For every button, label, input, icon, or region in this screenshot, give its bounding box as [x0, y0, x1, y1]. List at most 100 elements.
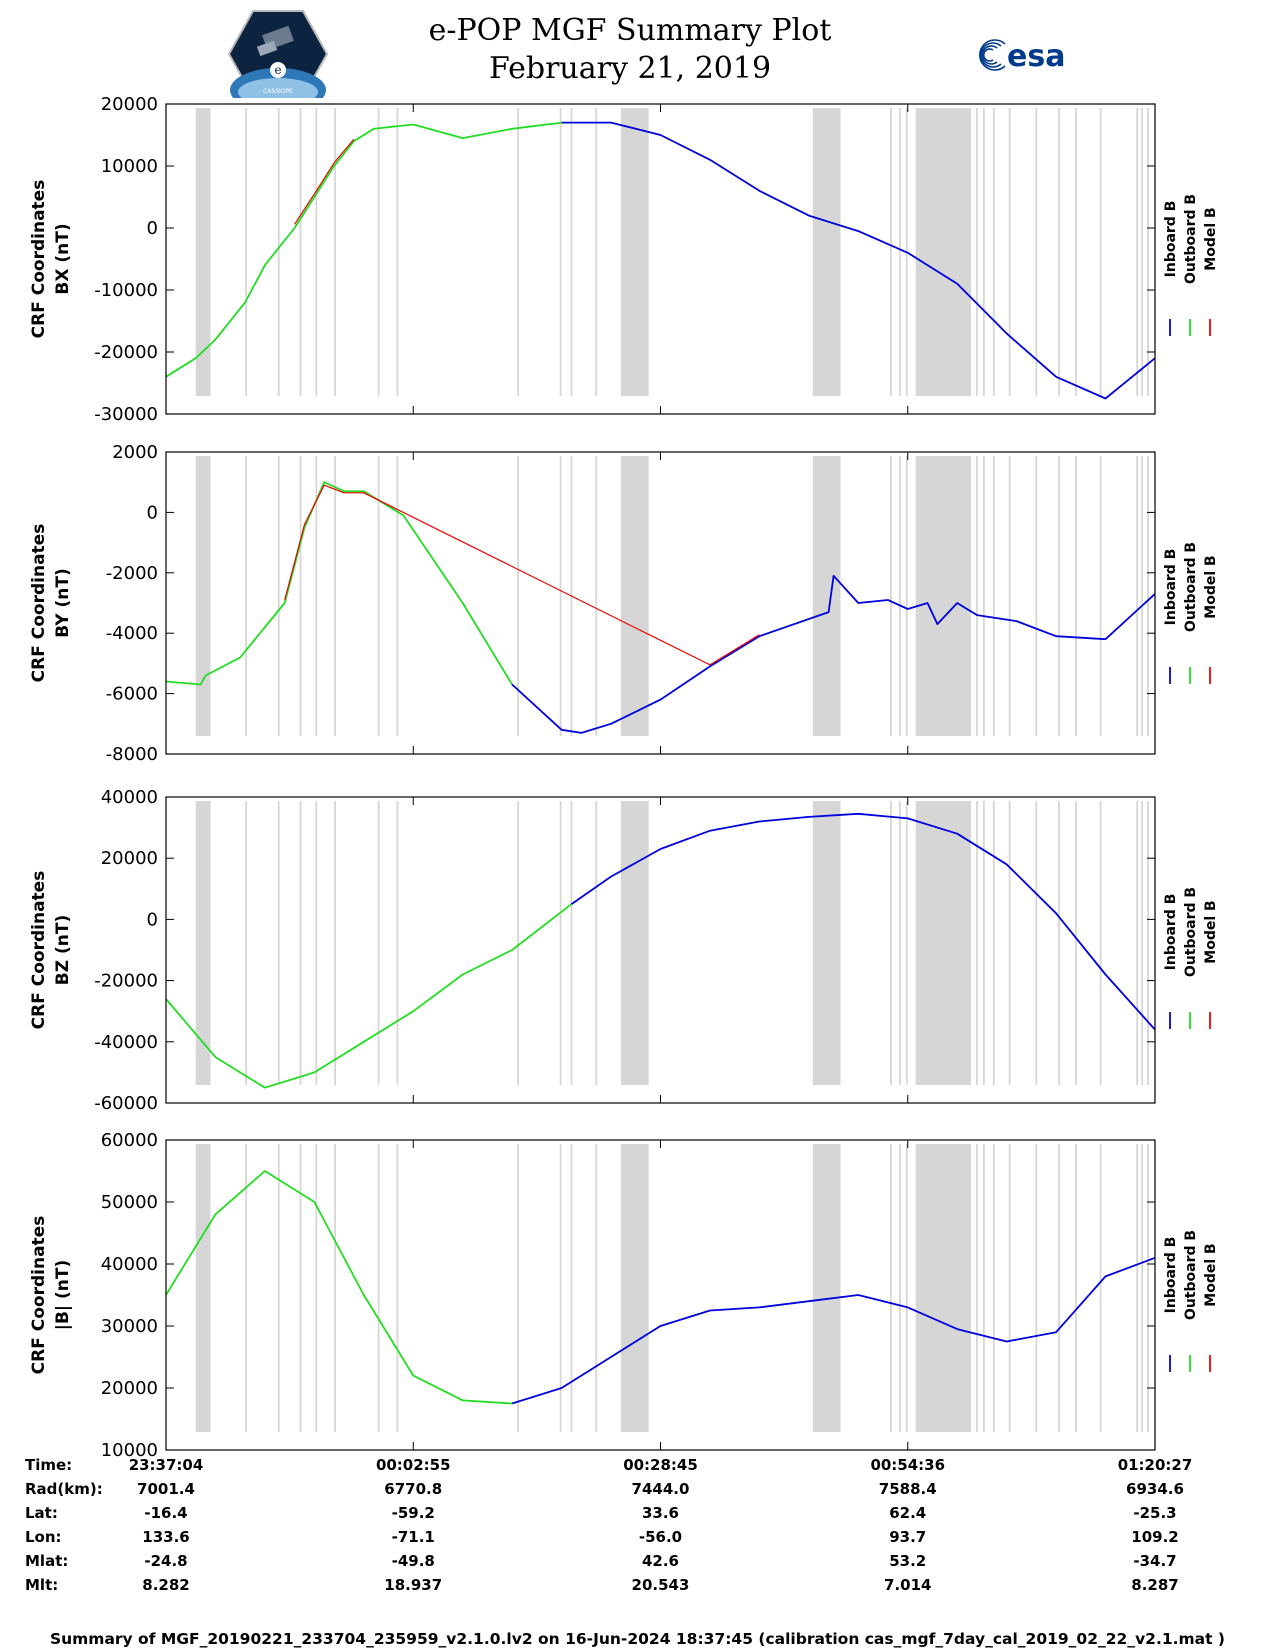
info-cell-lon: -56.0	[639, 1528, 682, 1546]
info-cell-mlt: 8.282	[142, 1576, 189, 1594]
panel-1: 20000 10000 0 -10000 -20000 -30000 CRF Coordin…	[29, 94, 1219, 425]
plot-title: e-POP MGF Summary Plot	[428, 13, 832, 48]
y-axis-unit-label: BZ (nT)	[53, 915, 73, 985]
y-tick-label: 20000	[101, 1378, 158, 1399]
info-cell-time: 23:37:04	[129, 1456, 204, 1474]
svg-text:e: e	[274, 63, 281, 77]
series-line-inboard	[570, 812, 1156, 1031]
y-tick-label: 30000	[101, 1316, 158, 1337]
y-tick-label: 10000	[101, 156, 158, 177]
legend-label-model: Model B	[1203, 555, 1219, 618]
info-cell-mlat: -24.8	[144, 1552, 187, 1570]
y-axis-unit-label: BX (nT)	[53, 223, 73, 294]
info-cell-rad: 7001.4	[137, 1480, 195, 1498]
info-cell-rad: 6934.6	[1126, 1480, 1184, 1498]
y-tick-label: -2000	[106, 563, 158, 584]
info-cell-mlt: 8.287	[1131, 1576, 1178, 1594]
info-cell-lat: 62.4	[889, 1504, 926, 1522]
legend-label-inboard: Inboard B	[1163, 201, 1179, 278]
legend-label-outboard: Outboard B	[1183, 887, 1199, 977]
data-gap-band	[195, 801, 211, 1085]
y-tick-label: 2000	[112, 442, 158, 463]
info-row-label: Lon:	[25, 1528, 62, 1546]
series-line-inboard	[561, 121, 1156, 400]
info-cell-lat: -16.4	[144, 1504, 187, 1522]
data-gap-band	[620, 456, 649, 736]
y-tick-label: 0	[147, 502, 158, 523]
cassiope-logo-text: CASSIOPE	[263, 88, 293, 95]
cassiope-logo: e CASSIOPE	[228, 10, 328, 98]
y-tick-label: -8000	[106, 744, 158, 765]
data-gap-band	[195, 456, 211, 736]
legend-label-model: Model B	[1203, 207, 1219, 270]
y-tick-label: 0	[147, 218, 158, 239]
info-row-label: Mlat:	[25, 1552, 68, 1570]
data-gap-band	[915, 108, 972, 396]
data-gap-band	[812, 1144, 841, 1432]
plot-title-block: e-POP MGF Summary Plot February 21, 2019	[400, 12, 860, 88]
info-cell-lon: 109.2	[1131, 1528, 1178, 1546]
legend-label-outboard: Outboard B	[1183, 194, 1199, 284]
info-cell-lon: -71.1	[392, 1528, 435, 1546]
footer-summary: Summary of MGF_20190221_233704_235959_v2…	[49, 1630, 1226, 1648]
legend-label-model: Model B	[1203, 1243, 1219, 1306]
y-axis-unit-label: BY (nT)	[53, 568, 73, 638]
data-gap-band	[620, 801, 649, 1085]
y-tick-label: -20000	[94, 971, 158, 992]
info-cell-mlt: 7.014	[884, 1576, 931, 1594]
info-row-label: Lat:	[25, 1504, 58, 1522]
y-axis-label: CRF Coordinates	[29, 524, 49, 683]
data-gap-band	[195, 108, 211, 396]
plot-frame	[165, 451, 1156, 755]
legend-label-outboard: Outboard B	[1183, 1230, 1199, 1320]
y-tick-label: -10000	[94, 280, 158, 301]
legend-label-inboard: Inboard B	[1163, 549, 1179, 626]
info-cell-lat: -25.3	[1133, 1504, 1176, 1522]
esa-logo-text: esa	[1007, 39, 1065, 74]
series-line-inboard	[511, 574, 1156, 734]
y-axis-label: CRF Coordinates	[29, 1216, 49, 1375]
info-cell-mlat: 42.6	[642, 1552, 679, 1570]
info-cell-mlat: -49.8	[392, 1552, 435, 1570]
info-cell-rad: 7588.4	[879, 1480, 937, 1498]
series-line-outboard	[165, 481, 513, 686]
y-tick-label: 50000	[101, 1192, 158, 1213]
plot-frame	[165, 103, 1156, 415]
y-tick-label: 40000	[101, 787, 158, 808]
series-line-outboard	[165, 1170, 513, 1405]
legend-label-outboard: Outboard B	[1183, 542, 1199, 632]
y-tick-label: 10000	[101, 1440, 158, 1461]
y-tick-label: 60000	[101, 1130, 158, 1151]
info-cell-mlt: 20.543	[632, 1576, 690, 1594]
data-gap-band	[812, 801, 841, 1085]
series-line-outboard	[165, 121, 562, 378]
y-tick-label: 20000	[101, 94, 158, 115]
plot-frame	[165, 796, 1156, 1104]
panel-3: 40000 20000 0 -20000 -40000 -60000 CRF Coordin…	[29, 787, 1219, 1114]
info-row-label: Mlt:	[25, 1576, 58, 1594]
y-tick-label: -4000	[106, 623, 158, 644]
y-axis-label: CRF Coordinates	[29, 871, 49, 1030]
info-cell-time: 00:28:45	[623, 1456, 698, 1474]
info-cell-rad: 6770.8	[384, 1480, 442, 1498]
info-cell-mlat: -34.7	[1133, 1552, 1176, 1570]
orbit-info-group: Time: Rad(km): Lat: Lon: Mlat: Mlt: 23:37:04 70…	[25, 1456, 1192, 1594]
y-tick-label: -30000	[94, 404, 158, 425]
series-line-inboard	[511, 1256, 1156, 1405]
y-tick-label: 0	[147, 909, 158, 930]
y-tick-label: 20000	[101, 848, 158, 869]
y-tick-label: -60000	[94, 1093, 158, 1114]
data-gap-band	[915, 801, 972, 1085]
info-cell-lon: 93.7	[889, 1528, 926, 1546]
panel-2: 2000 0 -2000 -4000 -6000 -8000 CRF Coordinates…	[29, 442, 1219, 765]
esa-logo: esa	[979, 39, 1065, 74]
series-line-outboard	[165, 903, 573, 1089]
data-gap-band	[812, 108, 841, 396]
y-tick-label: -40000	[94, 1032, 158, 1053]
info-cell-time: 00:54:36	[870, 1456, 945, 1474]
plot-frame	[165, 1139, 1156, 1451]
panel-4: 60000 50000 40000 30000 20000 10000 CRF Coordi…	[29, 1130, 1219, 1461]
y-tick-label: 40000	[101, 1254, 158, 1275]
legend-label-model: Model B	[1203, 900, 1219, 963]
